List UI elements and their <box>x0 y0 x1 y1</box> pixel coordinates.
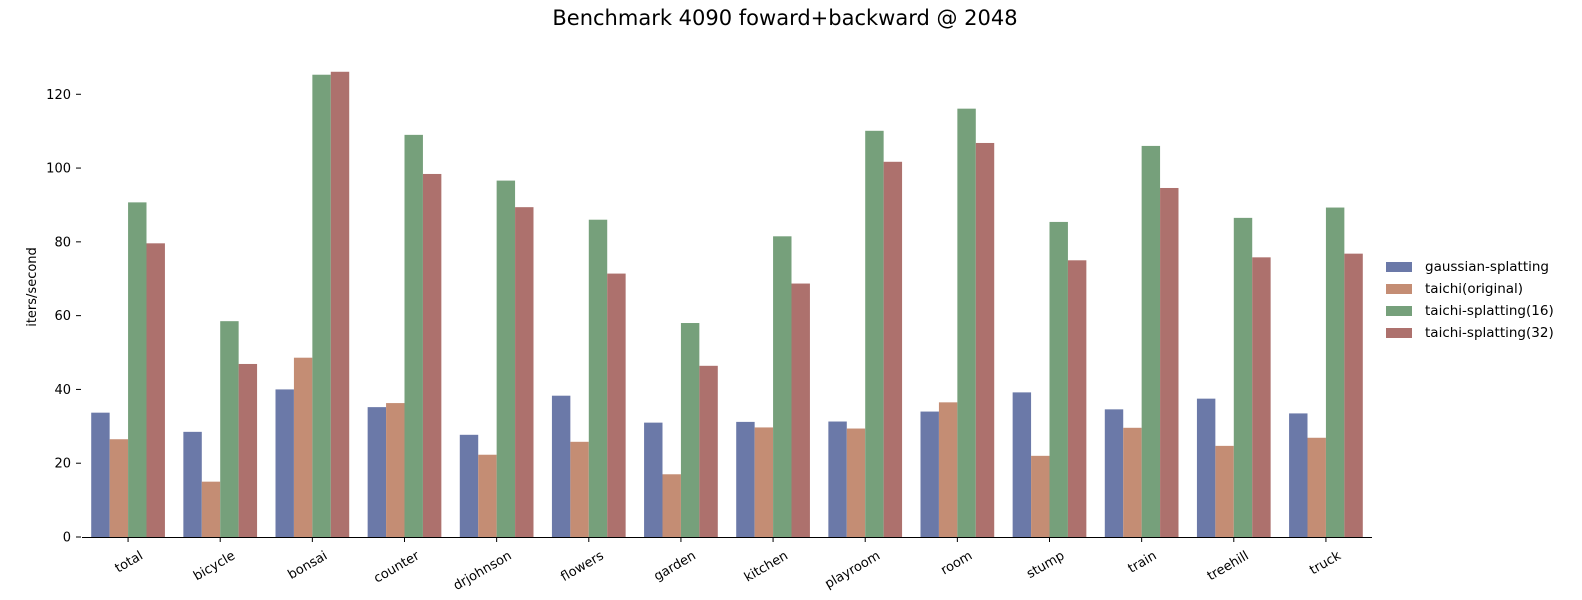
bar <box>201 481 221 537</box>
y-tick-label: 80 <box>54 235 71 250</box>
bar <box>699 365 718 537</box>
y-tick-label: 40 <box>54 383 71 398</box>
chart-title: Benchmark 4090 foward+backward @ 2048 <box>552 6 1018 30</box>
bar <box>275 389 294 537</box>
legend-label: taichi-splatting(32) <box>1425 325 1554 341</box>
bar <box>551 395 571 537</box>
x-tick-label: flowers <box>558 548 606 585</box>
x-tick-label: truck <box>1307 548 1344 578</box>
bar <box>1123 427 1142 537</box>
bars-group <box>91 71 1363 538</box>
bar <box>957 108 976 537</box>
bar <box>1215 445 1234 537</box>
legend-label: gaussian-splatting <box>1425 259 1550 275</box>
bar <box>736 421 755 537</box>
y-tick-label: 120 <box>46 88 71 103</box>
bar <box>220 321 239 537</box>
x-tick-label: garden <box>651 549 698 585</box>
legend: gaussian-splatting taichi(original) taic… <box>1386 256 1554 344</box>
bar <box>773 236 792 537</box>
bar <box>496 180 516 537</box>
bar <box>312 74 331 537</box>
bar <box>1233 217 1253 537</box>
bar <box>975 142 995 537</box>
bar <box>128 202 147 537</box>
legend-label: taichi-splatting(16) <box>1425 303 1554 319</box>
bar <box>1289 413 1308 537</box>
bar <box>662 474 681 537</box>
bar <box>367 407 387 537</box>
bar <box>920 411 939 537</box>
bar <box>1325 207 1345 538</box>
y-tick-label: 20 <box>54 457 71 472</box>
legend-item: taichi-splatting(16) <box>1386 300 1554 322</box>
x-tick-label: total <box>113 549 146 577</box>
y-axis-label: iters/second <box>25 247 40 327</box>
bar <box>386 403 405 537</box>
x-tick-label: bonsai <box>286 549 331 583</box>
legend-swatch <box>1386 284 1412 294</box>
x-tick-label: playroom <box>823 549 883 593</box>
y-axis: 0 20 40 60 80 100 120 <box>46 88 81 546</box>
bar <box>1196 398 1216 537</box>
x-tick-label: train <box>1126 549 1160 577</box>
bar <box>459 434 479 537</box>
bar <box>1160 187 1179 538</box>
bar <box>238 363 258 537</box>
bar <box>1252 257 1271 537</box>
y-tick-label: 60 <box>54 309 71 324</box>
legend-label: taichi(original) <box>1425 281 1524 297</box>
bar <box>293 357 313 537</box>
bar <box>607 273 626 537</box>
bar <box>1141 145 1161 538</box>
x-tick-label: stump <box>1024 549 1067 583</box>
bar <box>515 207 534 538</box>
bar <box>91 412 110 537</box>
x-tick-label: room <box>938 549 975 579</box>
legend-item: taichi(original) <box>1386 278 1554 300</box>
bar <box>865 130 884 538</box>
x-axis: total bicycle bonsai counter drjohnson flower… <box>82 537 1372 594</box>
bar <box>146 243 165 537</box>
bar <box>109 439 129 537</box>
bar <box>644 422 663 537</box>
bar <box>1031 455 1050 537</box>
bar <box>1344 253 1363 537</box>
bar <box>588 219 608 537</box>
x-tick-label: treehill <box>1205 549 1252 585</box>
bar <box>1049 221 1068 537</box>
y-tick-label: 0 <box>63 531 71 546</box>
legend-swatch <box>1386 262 1412 272</box>
bar <box>754 427 774 537</box>
legend-swatch <box>1386 328 1412 338</box>
bar <box>1104 409 1124 537</box>
y-tick-label: 100 <box>46 162 71 177</box>
bar <box>828 421 847 537</box>
bar <box>404 134 423 538</box>
x-tick-label: counter <box>371 548 422 586</box>
bar <box>330 71 350 538</box>
legend-swatch <box>1386 306 1412 316</box>
bar <box>791 283 810 537</box>
bar <box>183 431 202 537</box>
bar <box>846 428 866 537</box>
legend-item: taichi-splatting(32) <box>1386 322 1554 344</box>
bar <box>1307 437 1326 537</box>
legend-item: gaussian-splatting <box>1386 256 1554 278</box>
bar <box>570 441 589 537</box>
bar <box>680 323 700 537</box>
bar <box>883 161 903 538</box>
x-tick-label: bicycle <box>191 549 238 585</box>
x-tick-label: kitchen <box>742 549 791 586</box>
bar <box>422 173 442 537</box>
bar <box>478 454 497 537</box>
x-tick-label: drjohnson <box>451 549 514 594</box>
bar <box>1012 392 1032 537</box>
bar <box>938 402 958 537</box>
bar <box>1067 260 1087 537</box>
